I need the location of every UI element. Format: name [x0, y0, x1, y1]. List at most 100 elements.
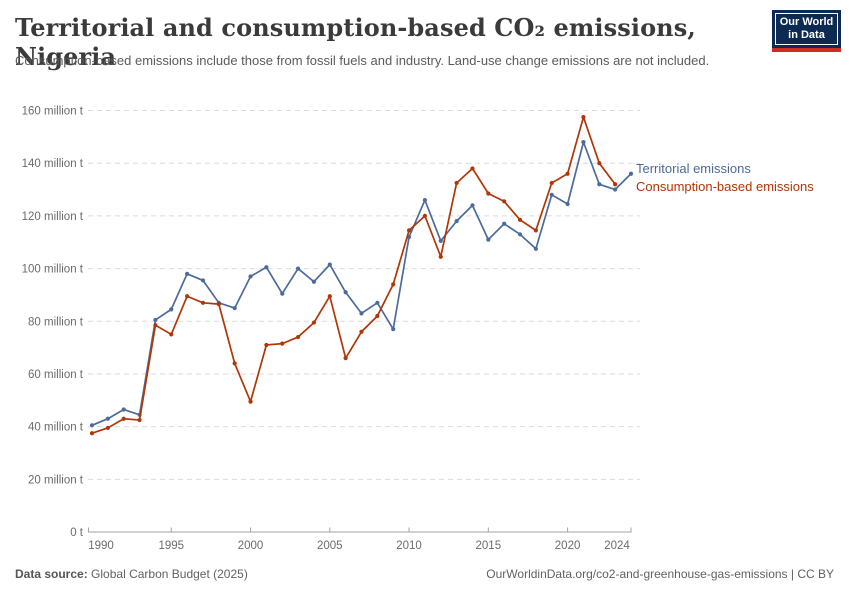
data-point	[105, 416, 110, 421]
x-axis-tick-label: 2020	[555, 540, 581, 552]
data-point	[280, 291, 285, 296]
data-point	[391, 282, 396, 287]
data-point	[375, 300, 380, 305]
x-axis-tick-label: 2000	[238, 540, 264, 552]
data-point	[327, 262, 332, 267]
y-axis-tick-label: 40 million t	[28, 422, 84, 434]
data-point	[533, 246, 538, 251]
data-point	[200, 278, 206, 283]
data-point	[454, 219, 459, 224]
data-point	[280, 341, 285, 346]
data-point	[359, 311, 364, 316]
legend-territorial: Territorial emissions	[636, 161, 751, 176]
data-point	[502, 199, 507, 204]
data-point	[549, 180, 554, 186]
data-point	[454, 180, 459, 186]
data-point	[311, 320, 317, 325]
data-point	[295, 266, 301, 271]
x-axis-tick-label: 1995	[158, 540, 184, 552]
x-axis-tick-label: 2010	[396, 540, 422, 552]
logo-border	[775, 13, 838, 45]
data-point	[121, 416, 126, 421]
data-point	[216, 302, 221, 307]
data-point	[232, 305, 237, 311]
data-point	[438, 238, 443, 244]
data-point	[248, 274, 253, 279]
data-point	[121, 407, 126, 412]
data-point	[628, 171, 634, 176]
y-axis-tick-label: 20 million t	[28, 474, 84, 486]
data-point	[549, 192, 554, 197]
data-point	[533, 228, 538, 233]
data-point	[470, 203, 475, 208]
data-point	[486, 191, 491, 196]
chart-footer: Data source: Global Carbon Budget (2025)…	[15, 567, 834, 581]
data-point	[470, 166, 475, 171]
data-point	[613, 187, 618, 192]
data-point	[597, 182, 602, 187]
page-title: Territorial and consumption-based CO₂ em…	[15, 13, 696, 71]
data-point	[517, 217, 523, 222]
logo-line-2: in Data	[788, 29, 825, 41]
data-point	[343, 356, 348, 361]
data-point	[422, 197, 428, 203]
chart-subtitle: Consumption-based emissions include thos…	[15, 53, 710, 68]
data-point	[343, 290, 348, 295]
data-point	[264, 265, 269, 270]
y-axis-tick-label: 120 million t	[22, 211, 84, 223]
data-point	[153, 317, 158, 323]
data-point	[581, 140, 586, 145]
data-point	[105, 425, 110, 431]
data-point	[565, 171, 570, 176]
data-point	[565, 201, 570, 207]
data-point	[438, 254, 443, 259]
data-point	[581, 114, 586, 120]
data-point	[89, 431, 95, 436]
data-point	[486, 237, 491, 242]
owid-logo: Our World in Data	[772, 10, 841, 52]
x-axis-tick-label: 2024	[604, 540, 630, 552]
y-axis-tick-label: 0 t	[70, 527, 84, 539]
data-point	[422, 213, 428, 218]
data-point	[232, 361, 237, 366]
data-point	[502, 221, 507, 226]
data-point	[517, 232, 523, 237]
data-point	[153, 323, 158, 328]
data-point	[406, 228, 412, 233]
data-point	[137, 417, 142, 423]
data-point	[264, 342, 269, 348]
credit-line: OurWorldinData.org/co2-and-greenhouse-ga…	[486, 567, 834, 581]
x-axis-tick-label: 2015	[476, 540, 502, 552]
x-axis-tick-label: 2005	[317, 540, 343, 552]
data-point	[169, 307, 174, 312]
data-source-value: Global Carbon Budget (2025)	[91, 567, 248, 581]
data-point	[613, 182, 618, 187]
data-point	[311, 279, 317, 284]
data-source-label: Data source:	[15, 567, 88, 581]
logo-text-block: Our World in Data	[772, 10, 841, 48]
data-point	[185, 271, 190, 276]
data-point	[375, 313, 380, 319]
data-point	[597, 161, 602, 166]
data-point	[295, 334, 301, 340]
y-axis-tick-label: 60 million t	[28, 369, 84, 381]
y-axis-tick-label: 140 million t	[22, 158, 84, 170]
data-point	[248, 399, 253, 404]
y-axis-tick-label: 100 million t	[22, 264, 84, 276]
data-point	[200, 300, 206, 305]
data-point	[391, 327, 396, 332]
logo-line-1: Our World	[779, 16, 834, 29]
series-line	[91, 116, 616, 435]
data-point	[89, 423, 95, 428]
data-point	[185, 294, 190, 299]
logo-accent-bar	[772, 48, 841, 52]
y-axis-tick-label: 160 million t	[22, 106, 84, 118]
x-axis-tick-label: 1990	[88, 540, 114, 552]
data-source: Data source: Global Carbon Budget (2025)	[15, 567, 248, 581]
data-point	[327, 294, 332, 299]
legend-consumption: Consumption-based emissions	[636, 179, 814, 194]
series-line	[91, 141, 632, 427]
data-point	[169, 332, 174, 337]
